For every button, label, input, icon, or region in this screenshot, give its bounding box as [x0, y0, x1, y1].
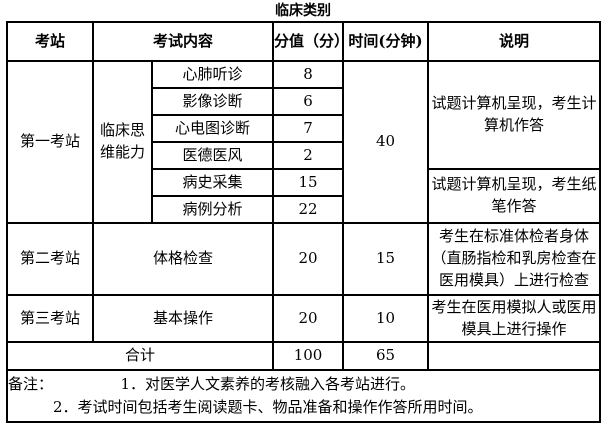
station1-item-label: 心电图诊断 [150, 114, 275, 143]
station1-item-label: 病例分析 [150, 195, 275, 224]
total-score-cell: 100 [272, 341, 345, 371]
station1-item-label: 医德医风 [150, 141, 275, 170]
station1-item-score: 15 [272, 168, 345, 197]
station1-item-label: 影像诊断 [150, 87, 275, 116]
station1-ability-cell: 临床思维能力 [92, 60, 153, 224]
header-description: 说明 [427, 21, 602, 62]
station3-time-cell: 10 [342, 294, 430, 343]
station1-item-score: 8 [272, 60, 345, 89]
station2-time-cell: 15 [342, 222, 430, 296]
station2-name-cell: 第二考站 [6, 222, 94, 296]
station1-item-label: 病史采集 [150, 168, 275, 197]
header-content: 考试内容 [91, 21, 275, 62]
station1-item-label: 心肺听诊 [150, 60, 275, 89]
header-station: 考站 [6, 21, 94, 62]
exam-stations-table: 考站 考试内容 分值（分） 时间(分钟) 说明 第一考站 临床思维能力 心肺听诊… [5, 21, 602, 423]
station2-desc-cell: 考生在标准体检者身体（直肠指检和乳房检查在医用模具）上进行检查 [427, 222, 602, 296]
total-label-cell: 合计 [5, 341, 275, 371]
station1-row-4: 医德医风 2 [7, 141, 600, 170]
station1-row-6: 病例分析 22 [7, 195, 600, 224]
total-row: 合计 100 65 [5, 341, 602, 371]
remarks-prefix: 备注： [8, 375, 54, 393]
total-desc-empty-cell [427, 341, 602, 371]
station3-score-cell: 20 [272, 294, 345, 343]
remark-line-1: 1．对医学人文素养的考核融入各考站进行。 [120, 375, 416, 393]
page-title: 临床类别 [275, 3, 331, 19]
station1-item-score: 22 [272, 195, 345, 224]
header-time: 时间(分钟) [342, 21, 430, 62]
remarks-content: 备注： 1．对医学人文素养的考核融入各考站进行。 2．考试时间包括考生阅读题卡、… [8, 373, 598, 419]
station1-desc-computer-cell: 试题计算机呈现，考生计算机作答 [427, 60, 602, 170]
station2-row: 第二考站 体格检查 20 15 考生在标准体检者身体（直肠指检和乳房检查在医用模… [6, 222, 602, 296]
station1-name-cell: 第一考站 [6, 60, 94, 224]
remark-line-2: 2．考试时间包括考生阅读题卡、物品准备和操作作答所用时间。 [53, 398, 483, 416]
station3-row: 第三考站 基本操作 20 10 考生在医用模拟人或医用模具上进行操作 [6, 294, 602, 343]
station1-row-5: 病史采集 15 试题计算机呈现，考生纸笔作答 [7, 168, 602, 224]
station2-score-cell: 20 [272, 222, 345, 296]
remarks-lines: 1．对医学人文素养的考核融入各考站进行。 2．考试时间包括考生阅读题卡、物品准备… [53, 373, 483, 419]
header-score: 分值（分） [272, 21, 345, 62]
station1-row-2: 影像诊断 6 [7, 87, 600, 116]
station1-desc-paper-cell: 试题计算机呈现，考生纸笔作答 [427, 168, 602, 224]
station1-item-score: 2 [272, 141, 345, 170]
remarks-row: 备注： 1．对医学人文素养的考核融入各考站进行。 2．考试时间包括考生阅读题卡、… [5, 369, 602, 423]
total-time-cell: 65 [342, 341, 430, 371]
station3-content-cell: 基本操作 [91, 294, 275, 343]
remarks-cell: 备注： 1．对医学人文素养的考核融入各考站进行。 2．考试时间包括考生阅读题卡、… [5, 369, 602, 423]
station1-item-score: 7 [272, 114, 345, 143]
station1-row-1: 第一考站 临床思维能力 心肺听诊 8 40 试题计算机呈现，考生计算机作答 [6, 60, 602, 224]
station3-desc-cell: 考生在医用模拟人或医用模具上进行操作 [427, 294, 602, 343]
station3-name-cell: 第三考站 [6, 294, 94, 343]
station1-row-3: 心电图诊断 7 [7, 114, 600, 143]
station1-item-score: 6 [272, 87, 345, 116]
header-row: 考站 考试内容 分值（分） 时间(分钟) 说明 [6, 21, 602, 62]
station1-time-cell: 40 [342, 60, 430, 224]
station2-content-cell: 体格检查 [91, 222, 275, 296]
